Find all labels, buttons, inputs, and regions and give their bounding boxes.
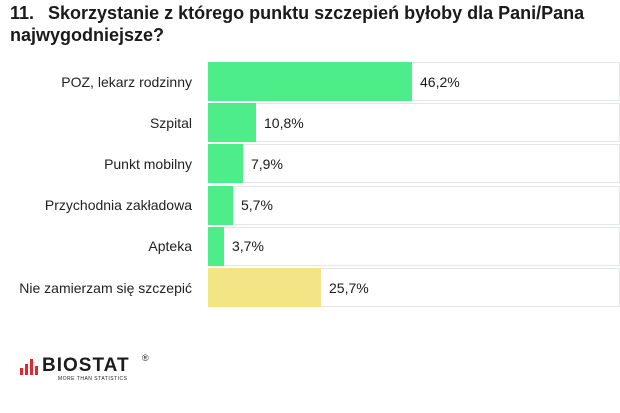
value-label: 46,2% [420, 73, 460, 90]
row-background [208, 144, 620, 184]
value-label: 10,8% [264, 114, 304, 131]
logo-tagline: MORE THAN STATISTICS [58, 376, 128, 382]
category-label: Szpital [149, 114, 192, 131]
category-label: Nie zamierzam się szczepić [19, 279, 192, 296]
question-number: 11. [10, 3, 35, 23]
title-line-2: najwygodniejsze? [10, 25, 165, 45]
bar [208, 103, 256, 143]
value-label: 5,7% [241, 197, 273, 214]
bar [208, 268, 321, 307]
row-background [208, 103, 620, 143]
value-label: 3,7% [232, 238, 264, 255]
row-background [208, 185, 620, 225]
category-label: POZ, lekarz rodzinny [61, 73, 192, 90]
title-line-1: Skorzystanie z którego punktu szczepień … [48, 3, 585, 23]
category-label: Punkt mobilny [104, 155, 192, 172]
value-label: 7,9% [251, 155, 283, 172]
bar [208, 62, 412, 101]
page-title: 11. Skorzystanie z którego punktu szczepi… [10, 2, 610, 46]
logo-wordmark: BIOSTAT [42, 355, 130, 376]
row-background [208, 226, 620, 266]
category-label: Apteka [148, 238, 192, 255]
logo-registered-mark: ® [142, 353, 149, 363]
bar [208, 226, 224, 266]
value-label: 25,7% [329, 279, 369, 296]
bar-chart-logo-icon [20, 359, 38, 375]
category-label: Przychodnia zakładowa [44, 197, 192, 214]
biostat-logo: BIOSTAT ® MORE THAN STATISTICS [20, 353, 160, 383]
bar [208, 144, 243, 184]
bar [208, 185, 233, 225]
